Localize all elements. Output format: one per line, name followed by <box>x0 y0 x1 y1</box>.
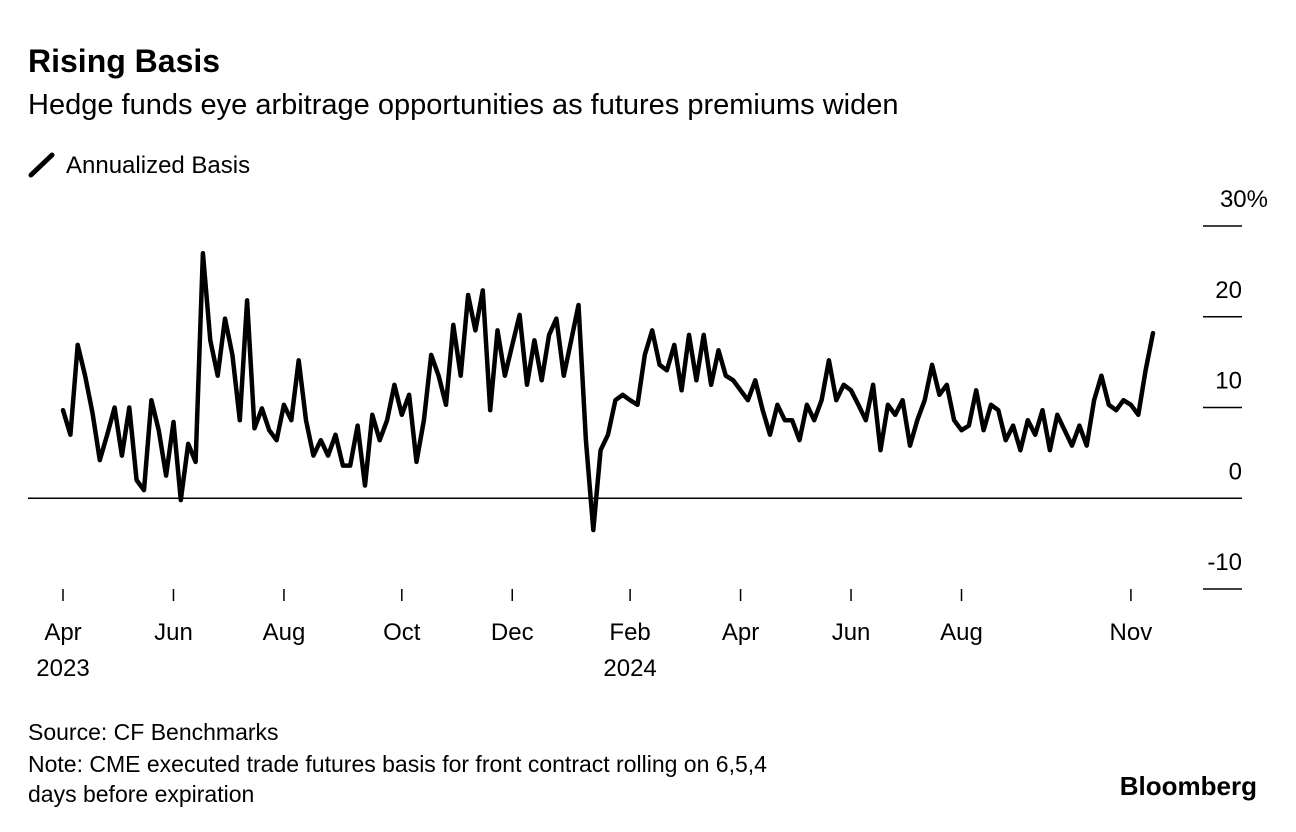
x-tick-label: Jun <box>832 619 871 646</box>
x-tick-label: Nov <box>1110 619 1153 646</box>
x-tick-label: Aug <box>263 619 306 646</box>
chart-subtitle: Hedge funds eye arbitrage opportunities … <box>28 89 898 121</box>
chart-title: Rising Basis <box>28 43 220 79</box>
x-tick-label: Aug <box>940 619 983 646</box>
x-tick-label: Dec <box>491 619 534 646</box>
legend-label: Annualized Basis <box>66 152 250 179</box>
y-tick-label: 10 <box>1215 368 1242 395</box>
y-tick-label: 0 <box>1229 458 1242 485</box>
legend-swatch <box>28 152 55 178</box>
y-tick-label: 20 <box>1215 277 1242 304</box>
data-line <box>60 250 1156 533</box>
x-tick-label: Apr <box>722 619 759 646</box>
x-tick-label: Feb 2024 <box>603 619 656 682</box>
x-tick-label: Oct <box>383 619 421 646</box>
x-tick-label: Apr 2023 <box>36 619 89 682</box>
brand: Bloomberg <box>1120 771 1257 801</box>
source: Source: CF Benchmarks <box>28 719 279 745</box>
note: Note: CME executed trade futures basis f… <box>28 751 767 807</box>
x-tick-label: Jun <box>154 619 193 646</box>
y-tick-label: 30% <box>1220 186 1268 213</box>
y-tick-label: -10 <box>1207 549 1242 576</box>
